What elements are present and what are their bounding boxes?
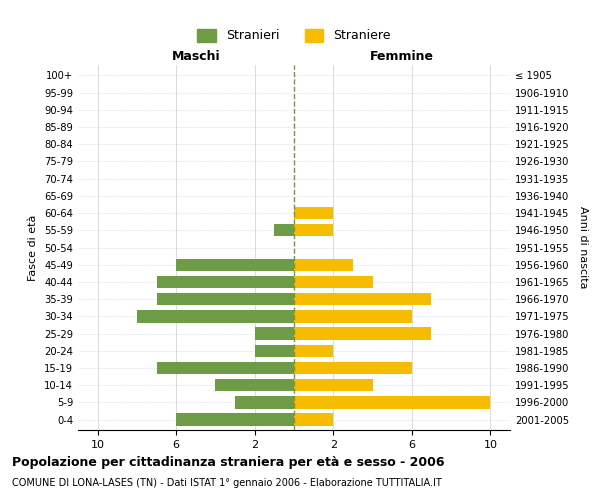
Text: Maschi: Maschi — [172, 50, 220, 64]
Bar — [215, 379, 294, 392]
Y-axis label: Fasce di età: Fasce di età — [28, 214, 38, 280]
Bar — [294, 258, 353, 271]
Bar — [294, 344, 333, 357]
Bar — [294, 293, 431, 306]
Bar — [294, 328, 431, 340]
Bar — [294, 224, 333, 236]
Bar — [176, 258, 294, 271]
Bar — [255, 328, 294, 340]
Bar — [157, 276, 294, 288]
Text: Popolazione per cittadinanza straniera per età e sesso - 2006: Popolazione per cittadinanza straniera p… — [12, 456, 445, 469]
Bar — [157, 362, 294, 374]
Bar — [274, 224, 294, 236]
Text: Femmine: Femmine — [370, 50, 434, 64]
Bar — [294, 414, 333, 426]
Text: COMUNE DI LONA-LASES (TN) - Dati ISTAT 1° gennaio 2006 - Elaborazione TUTTITALIA: COMUNE DI LONA-LASES (TN) - Dati ISTAT 1… — [12, 478, 442, 488]
Bar — [294, 310, 412, 322]
Bar — [235, 396, 294, 408]
Bar — [294, 276, 373, 288]
Bar — [176, 414, 294, 426]
Bar — [255, 344, 294, 357]
Bar — [294, 207, 333, 220]
Bar — [294, 396, 490, 408]
Bar — [294, 379, 373, 392]
Y-axis label: Anni di nascita: Anni di nascita — [578, 206, 588, 289]
Bar — [157, 293, 294, 306]
Bar — [294, 362, 412, 374]
Legend: Stranieri, Straniere: Stranieri, Straniere — [192, 24, 396, 48]
Bar — [137, 310, 294, 322]
